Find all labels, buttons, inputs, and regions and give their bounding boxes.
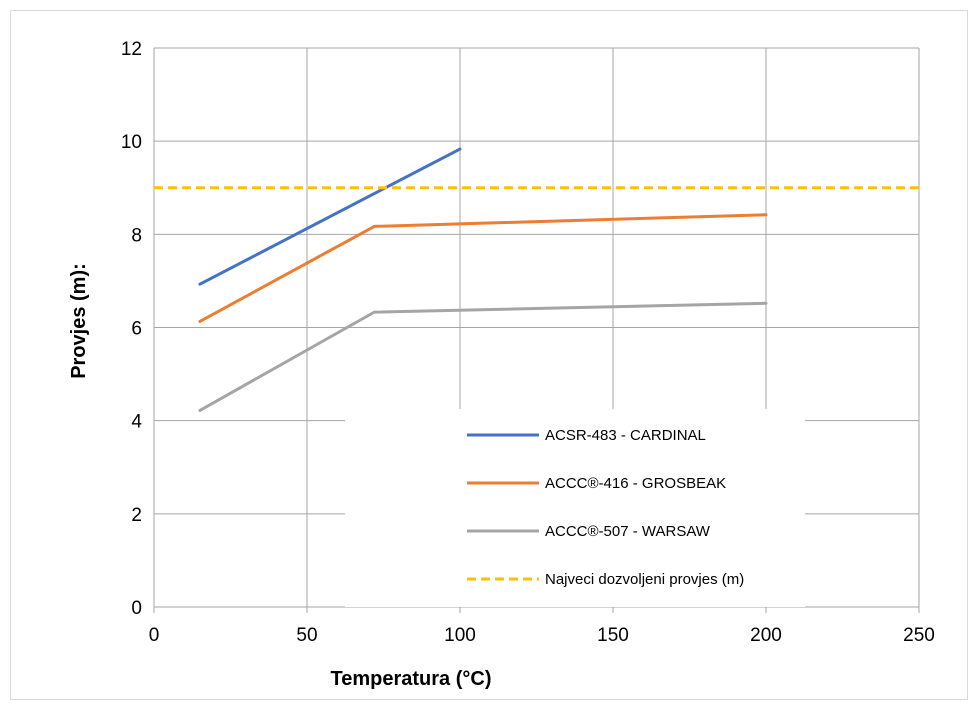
- x-tick-label-250: 250: [903, 625, 935, 646]
- y-tick-label-0: 0: [131, 598, 142, 619]
- line-chart: ACSR-483 - CARDINAL ACCC®-416 - GROSBEAK A…: [68, 39, 935, 690]
- y-tick-label-2: 2: [131, 505, 142, 526]
- legend-label-3: ACCC®-507 - WARSAW: [545, 523, 711, 540]
- x-tick-label-0: 0: [149, 625, 160, 646]
- legend-background: [345, 409, 805, 607]
- chart-frame: ACSR-483 - CARDINAL ACCC®-416 - GROSBEAK A…: [10, 10, 968, 700]
- y-tick-label-12: 12: [121, 39, 142, 60]
- series-line-3: [198, 301, 768, 412]
- series-layer: [154, 147, 919, 412]
- series-line-1: [198, 147, 462, 286]
- y-tick-label-6: 6: [131, 319, 142, 340]
- x-tick-label-150: 150: [597, 625, 629, 646]
- legend: ACSR-483 - CARDINAL ACCC®-416 - GROSBEAK A…: [345, 409, 805, 607]
- y-axis-title: Provjes (m):: [68, 263, 90, 379]
- x-tick-label-200: 200: [750, 625, 782, 646]
- legend-label-1: ACSR-483 - CARDINAL: [545, 427, 706, 444]
- legend-label-2: ACCC®-416 - GROSBEAK: [545, 475, 726, 492]
- tick-labels: 0 2 4 6 8 10 12 0 50 100 150 200 250: [121, 39, 935, 646]
- legend-label-4: Najveci dozvoljeni provjes (m): [545, 571, 744, 588]
- x-tick-label-100: 100: [444, 625, 476, 646]
- x-tick-label-50: 50: [296, 625, 317, 646]
- x-axis-title: Temperatura (°C): [331, 668, 492, 690]
- y-tick-label-10: 10: [121, 132, 142, 153]
- series-line-2: [198, 213, 768, 323]
- y-tick-label-8: 8: [131, 225, 142, 246]
- y-tick-label-4: 4: [131, 412, 142, 433]
